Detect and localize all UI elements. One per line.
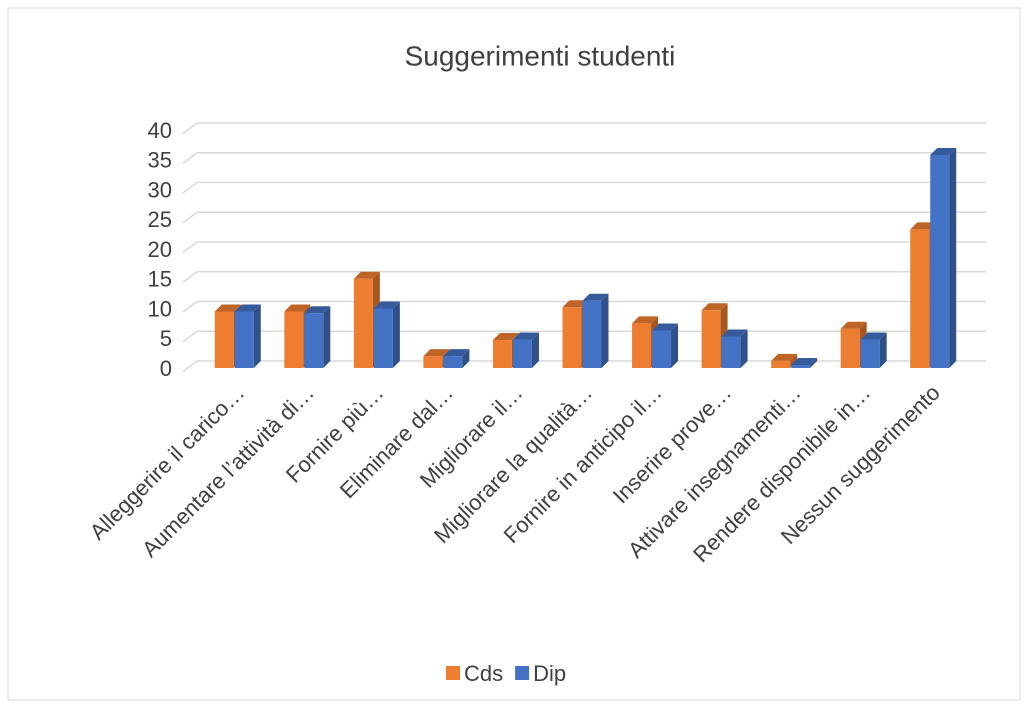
bar-side [462, 349, 470, 368]
bar-side [253, 304, 261, 368]
bar-front [930, 154, 950, 368]
bar-side [879, 332, 887, 368]
bar-side [810, 358, 818, 368]
bar-side [323, 306, 331, 368]
bar-top [443, 349, 470, 357]
bar-front [791, 365, 811, 368]
bar-top [791, 358, 818, 366]
bar-top [512, 332, 539, 340]
bar-side [601, 293, 609, 368]
bar-top [930, 147, 957, 155]
bar-side [671, 323, 679, 368]
bar [582, 293, 609, 368]
y-tick-label: 20 [148, 237, 172, 262]
bar [443, 349, 470, 368]
grid-line-side [182, 360, 198, 373]
bar-front [512, 339, 532, 368]
bar-top [652, 323, 679, 331]
bar-front [304, 313, 324, 368]
bar [373, 301, 400, 368]
bar-front [234, 311, 254, 368]
bar-top [423, 349, 450, 357]
bar-front [771, 360, 791, 368]
grid-line-side [182, 211, 198, 224]
y-tick-label: 5 [160, 326, 172, 351]
bar-front [423, 356, 443, 368]
grid-line-side [182, 181, 198, 194]
bar [860, 332, 887, 368]
legend-label: Cds [464, 661, 503, 686]
bar-top [214, 304, 241, 312]
y-tick-label: 25 [148, 207, 172, 232]
bar-top [492, 333, 519, 341]
bar-front [443, 356, 463, 368]
bar-side [949, 147, 957, 368]
bar-side [740, 329, 748, 368]
bar [652, 323, 679, 368]
bar-top [860, 332, 887, 340]
y-tick-label: 35 [148, 148, 172, 173]
bar-front [214, 311, 234, 368]
bar-top [582, 293, 609, 301]
bar-front [860, 339, 880, 368]
grid-line-side [182, 271, 198, 283]
bar-front [840, 328, 860, 368]
grid-line-side [182, 152, 198, 164]
bar-top [353, 271, 380, 279]
bar-front [721, 336, 741, 368]
bar-front [582, 300, 602, 368]
bar-front [284, 311, 304, 368]
grid-line-side [182, 122, 198, 135]
bar [791, 358, 818, 368]
y-tick-label: 40 [148, 118, 172, 143]
bar-side [392, 301, 400, 368]
grid-line-side [182, 330, 198, 343]
chart-title: Suggerimenti studenti [405, 40, 676, 71]
bar-top [771, 353, 798, 361]
bar-top [373, 301, 400, 309]
bar-front [910, 229, 930, 368]
bar-top [701, 303, 728, 311]
bar-top [840, 321, 867, 329]
legend-swatch [515, 666, 530, 680]
bar-top [284, 304, 311, 312]
grid-line-side [182, 300, 198, 313]
bar [721, 329, 748, 368]
bar [234, 304, 261, 368]
bar-top [632, 316, 659, 324]
bar [304, 306, 331, 368]
y-tick-label: 10 [148, 296, 172, 321]
legend-swatch [446, 666, 460, 680]
bar-front [562, 307, 582, 368]
bar-top [234, 304, 261, 312]
bar-front [701, 310, 721, 368]
y-tick-label: 0 [160, 356, 172, 381]
bar-top [910, 222, 937, 230]
bar-front [373, 308, 393, 368]
bar-front [652, 330, 672, 368]
bar-top [562, 300, 589, 308]
bar-top [721, 329, 748, 337]
bar-top [304, 306, 331, 314]
y-tick-label: 15 [148, 267, 172, 292]
bar [512, 332, 539, 368]
bar-front [353, 278, 373, 368]
bar-front [492, 340, 512, 368]
bar-front [632, 323, 652, 368]
y-tick-label: 30 [148, 177, 172, 202]
bar [930, 147, 957, 368]
legend-label: Dip [533, 661, 566, 686]
grid-line-side [182, 241, 198, 254]
bar-side [531, 332, 539, 368]
